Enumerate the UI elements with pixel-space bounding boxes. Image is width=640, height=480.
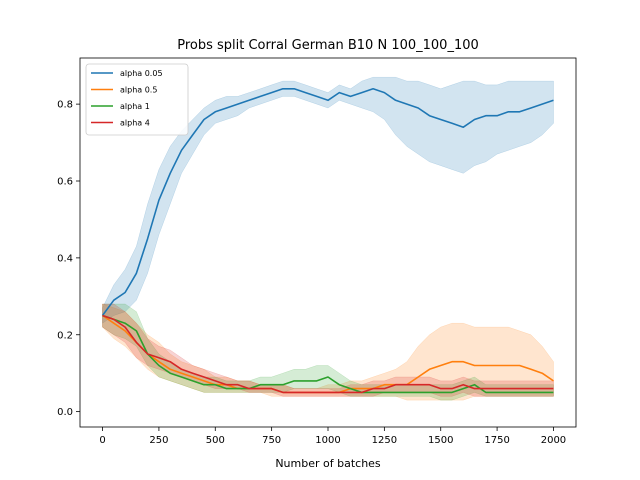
x-tick-label: 2000 — [541, 435, 566, 446]
band-alpha-0-05 — [102, 76, 554, 324]
x-axis: 0 250 500 750 1000 1250 1500 1750 2000 — [99, 427, 566, 446]
chart-title: Probs split Corral German B10 N 100_100_… — [177, 38, 479, 53]
x-tick-label: 1500 — [428, 435, 453, 446]
x-tick-label: 1250 — [372, 435, 397, 446]
x-tick-label: 1000 — [315, 435, 340, 446]
x-axis-label: Number of batches — [275, 457, 381, 470]
x-tick-label: 0 — [99, 435, 105, 446]
legend-label-alpha-0-05: alpha 0.05 — [120, 69, 163, 78]
y-axis: 0.0 0.2 0.4 0.6 0.8 — [57, 100, 80, 418]
confidence-bands — [102, 76, 554, 401]
band-alpha-0-5 — [102, 303, 554, 401]
legend-box — [85, 63, 189, 136]
line-alpha-1 — [102, 314, 554, 394]
band-alpha-1 — [102, 303, 554, 401]
band-alpha-4 — [102, 303, 554, 397]
series-lines — [101, 88, 554, 394]
y-tick-label: 0.2 — [57, 330, 73, 341]
y-tick-label: 0.0 — [57, 407, 73, 418]
y-tick-label: 0.8 — [57, 100, 73, 111]
legend: alpha 0.05 alpha 0.5 alpha 1 alpha 4 — [85, 63, 189, 136]
x-tick-label: 500 — [206, 435, 225, 446]
y-tick-label: 0.4 — [57, 253, 73, 264]
x-tick-label: 250 — [149, 435, 168, 446]
legend-label-alpha-1: alpha 1 — [120, 102, 150, 111]
x-tick-label: 750 — [262, 435, 281, 446]
x-tick-label: 1750 — [484, 435, 509, 446]
line-alpha-4 — [102, 314, 554, 394]
legend-label-alpha-0-5: alpha 0.5 — [120, 86, 157, 95]
y-tick-label: 0.6 — [57, 177, 73, 188]
line-alpha-0-05 — [101, 88, 554, 316]
legend-label-alpha-4: alpha 4 — [120, 119, 150, 128]
